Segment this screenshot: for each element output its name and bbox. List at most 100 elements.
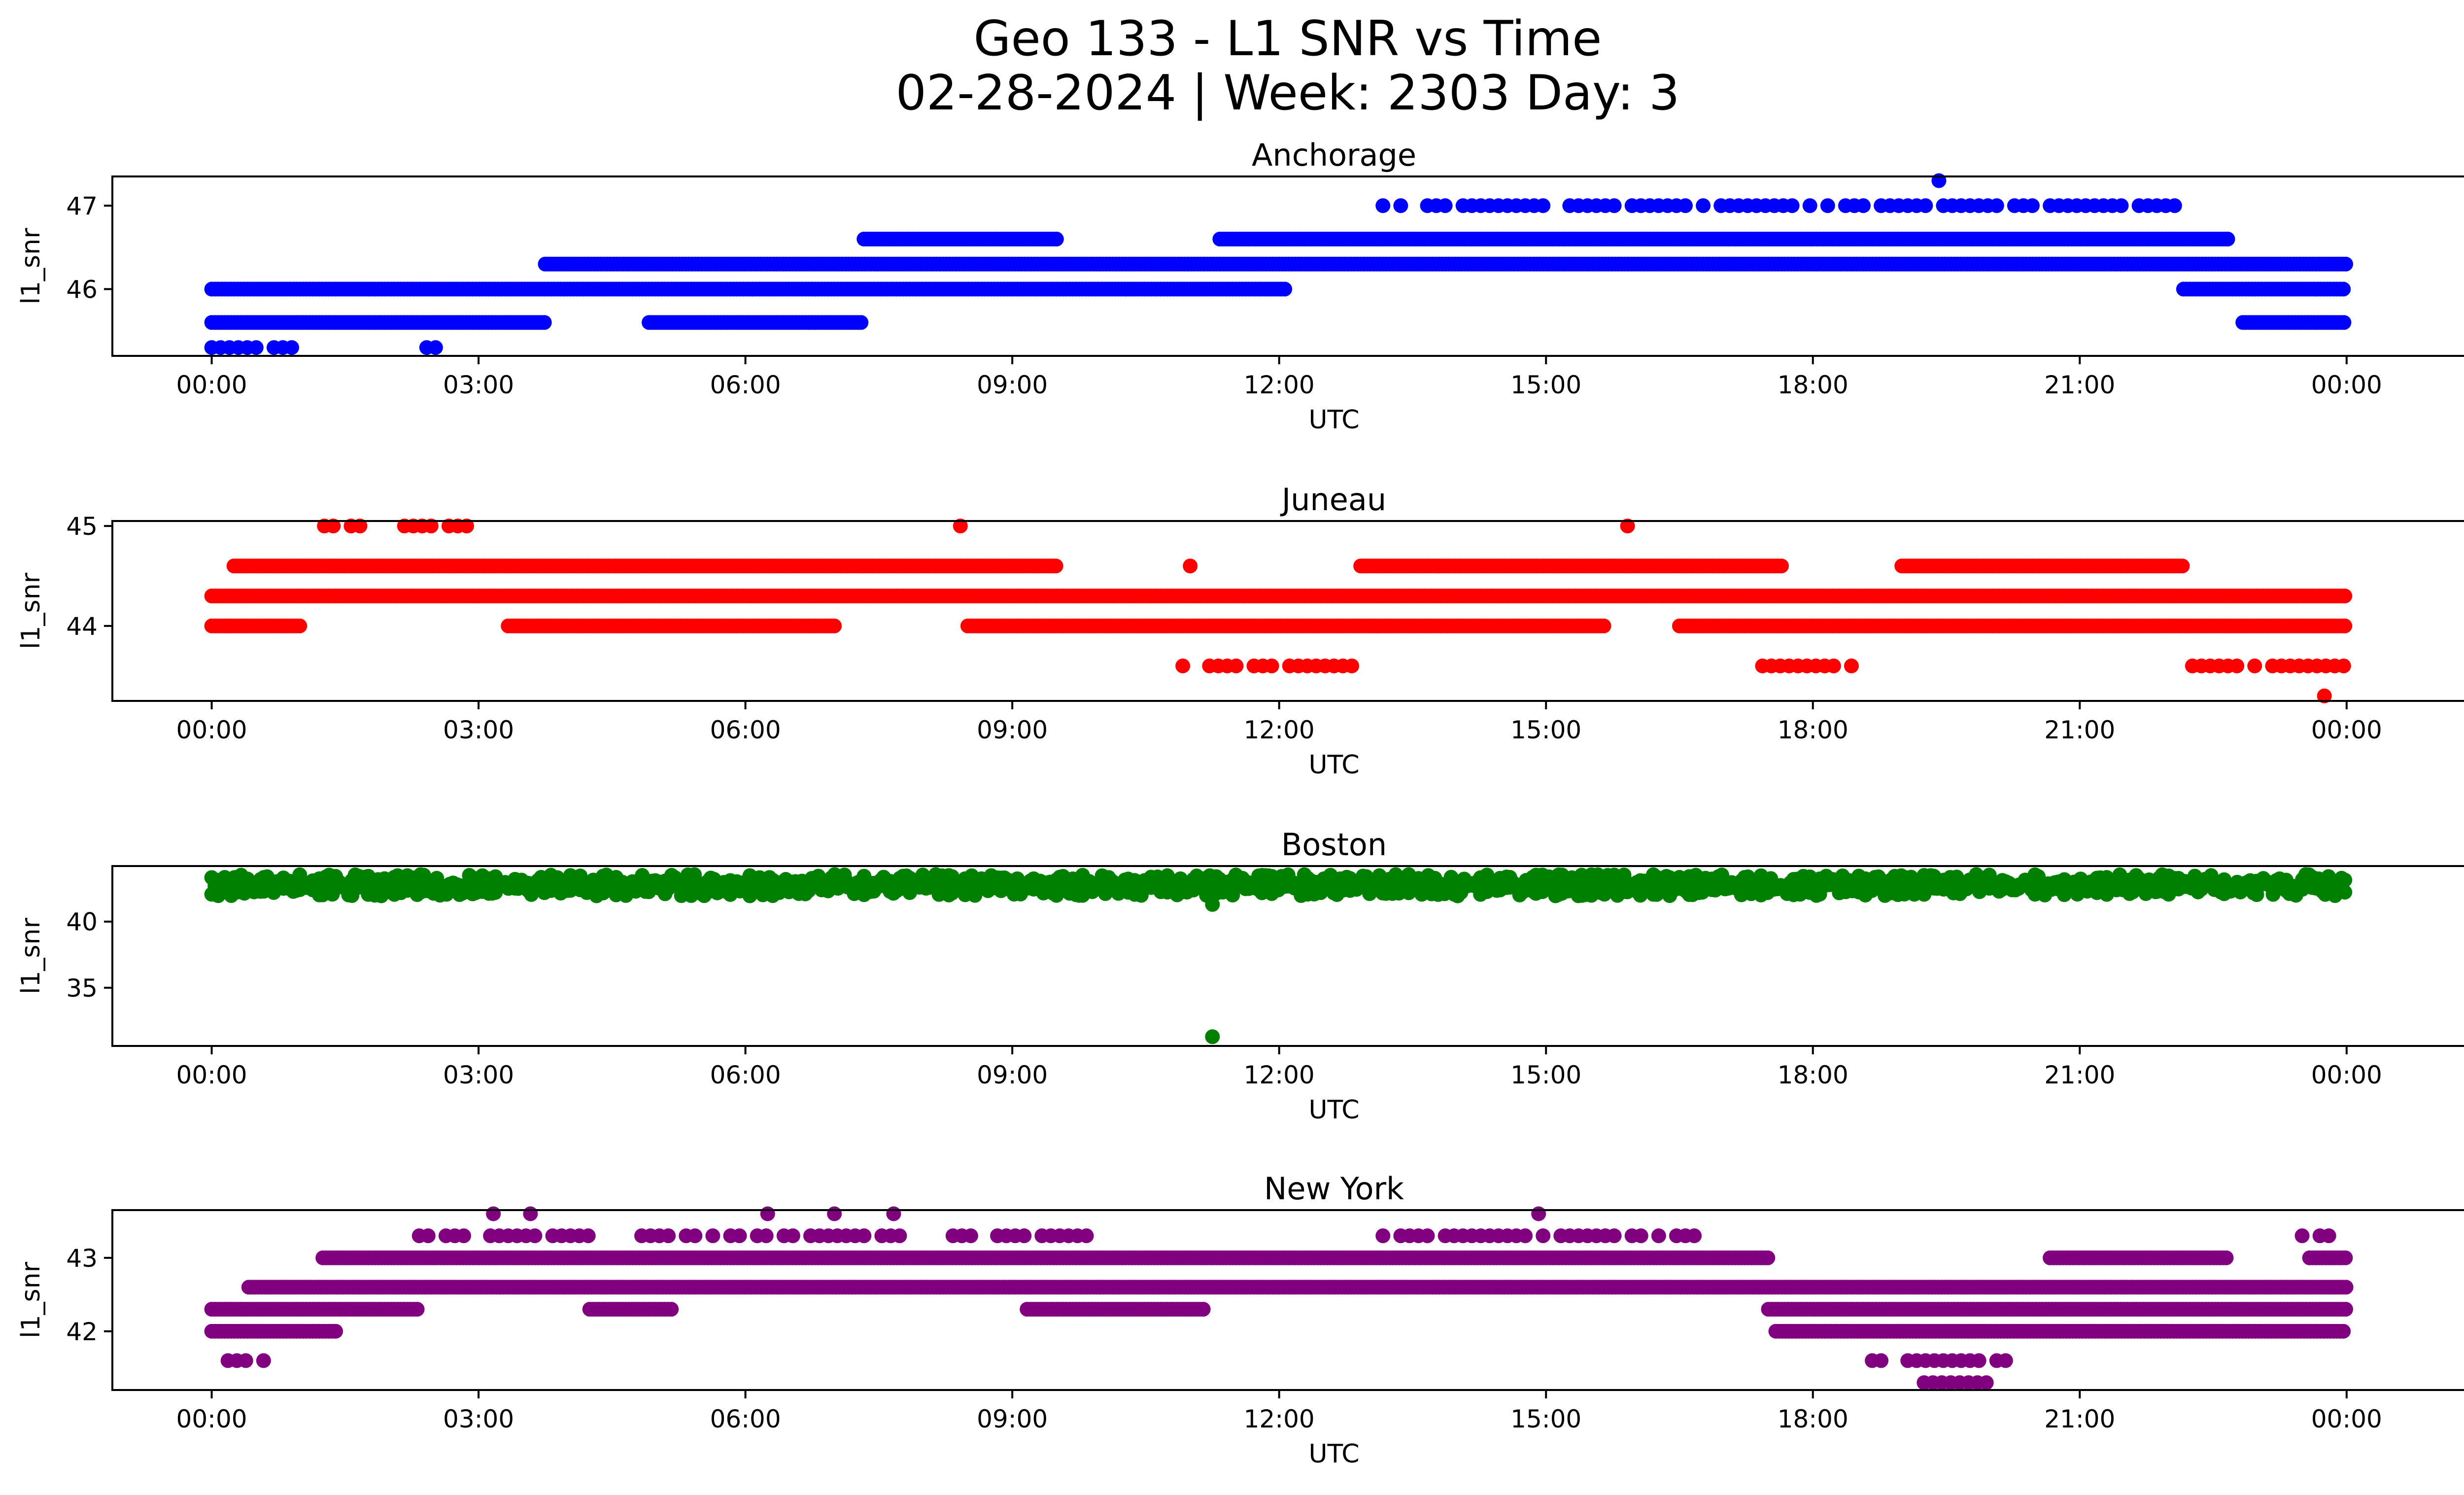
y-axis-label: l1_snr	[16, 228, 46, 305]
data-point	[1918, 198, 1933, 213]
y-tick-label: 47	[66, 192, 98, 220]
data-point	[2175, 558, 2190, 574]
data-point	[238, 1353, 253, 1368]
x-tick-label: 15:00	[1510, 1061, 1581, 1089]
data-point	[1971, 1353, 1986, 1368]
x-tick-label: 00:00	[176, 1061, 247, 1089]
y-axis-label: l1_snr	[16, 917, 46, 994]
data-point	[2338, 256, 2353, 272]
y-tick-label: 44	[66, 612, 98, 641]
y-tick-label: 40	[66, 908, 98, 937]
data-point	[1607, 198, 1622, 213]
data-point	[2025, 198, 2040, 213]
data-point	[1183, 558, 1198, 574]
x-tick-label: 06:00	[710, 1061, 781, 1089]
panel-title: Boston	[1281, 827, 1387, 863]
x-tick-label: 12:00	[1244, 716, 1315, 744]
data-point	[284, 340, 300, 355]
data-point	[1205, 897, 1220, 912]
y-tick-label: 46	[66, 276, 98, 304]
scatter-series	[204, 173, 2353, 355]
x-axis-label: UTC	[1308, 750, 1359, 780]
data-point	[1874, 1353, 1889, 1368]
data-point	[248, 340, 264, 355]
data-point	[1678, 198, 1693, 213]
data-point	[2229, 659, 2245, 674]
axes-frame	[111, 520, 2464, 702]
data-point	[1049, 231, 1064, 246]
data-point	[1979, 1375, 1994, 1391]
data-point	[256, 1353, 271, 1368]
data-point	[2336, 659, 2351, 674]
x-tick-label: 00:00	[2311, 1061, 2382, 1089]
x-tick-label: 09:00	[977, 1061, 1048, 1089]
x-tick-label: 06:00	[710, 716, 781, 744]
data-point	[1784, 198, 1800, 213]
data-point	[2336, 281, 2351, 297]
x-tick-label: 00:00	[2311, 371, 2382, 399]
data-point	[1774, 558, 1789, 574]
data-point	[1826, 659, 1841, 674]
data-point	[2167, 198, 2182, 213]
data-point	[827, 618, 842, 633]
data-point	[1393, 198, 1408, 213]
data-point	[2337, 618, 2353, 633]
figure-subtitle: 02-28-2024 | Week: 2303 Day: 3	[895, 65, 1680, 121]
panel-title: New York	[1264, 1171, 1404, 1207]
data-point	[2337, 589, 2353, 604]
x-tick-label: 21:00	[2044, 716, 2115, 744]
x-tick-label: 18:00	[1778, 716, 1848, 744]
data-point	[2336, 315, 2352, 330]
x-tick-label: 03:00	[443, 371, 514, 399]
data-point	[1596, 618, 1611, 633]
data-point	[537, 315, 552, 330]
data-point	[1844, 659, 1859, 674]
data-point	[292, 618, 308, 633]
x-tick-label: 21:00	[2044, 1061, 2115, 1089]
x-tick-label: 03:00	[443, 716, 514, 744]
data-point	[1696, 198, 1711, 213]
x-tick-label: 09:00	[977, 716, 1048, 744]
scatter-series	[204, 519, 2353, 703]
data-point	[1205, 1029, 1220, 1044]
panel-title: Anchorage	[1252, 137, 1416, 173]
data-point	[1344, 659, 1360, 674]
data-point	[2220, 231, 2235, 246]
data-point	[2337, 872, 2353, 888]
data-point	[1175, 659, 1191, 674]
x-tick-label: 15:00	[1510, 716, 1581, 744]
y-axis-label: l1_snr	[16, 572, 46, 649]
data-point	[1437, 198, 1453, 213]
data-point	[1989, 198, 2004, 213]
x-tick-label: 06:00	[710, 371, 781, 399]
data-point	[1856, 198, 1871, 213]
data-point	[1998, 1353, 2013, 1368]
x-tick-label: 18:00	[1778, 1061, 1848, 1089]
x-tick-label: 12:00	[1244, 371, 1315, 399]
scatter-series	[204, 867, 2353, 1044]
data-point	[328, 1323, 343, 1339]
y-tick-label: 35	[66, 974, 98, 1003]
x-tick-label: 18:00	[1778, 371, 1848, 399]
x-tick-label: 21:00	[2044, 371, 2115, 399]
data-point	[1536, 198, 1551, 213]
x-axis-label: UTC	[1308, 1095, 1359, 1125]
data-point	[428, 340, 443, 355]
x-tick-label: 09:00	[977, 371, 1048, 399]
data-point	[1820, 198, 1835, 213]
scatter-series	[204, 1206, 2354, 1391]
data-point	[1048, 558, 1063, 574]
data-point	[1375, 198, 1391, 213]
panel-title: Juneau	[1280, 482, 1386, 518]
data-point	[854, 315, 869, 330]
data-point	[2114, 198, 2129, 213]
data-point	[2336, 1323, 2351, 1339]
data-point	[1229, 659, 1244, 674]
x-tick-label: 12:00	[1244, 1061, 1315, 1089]
data-point	[1277, 281, 1293, 297]
